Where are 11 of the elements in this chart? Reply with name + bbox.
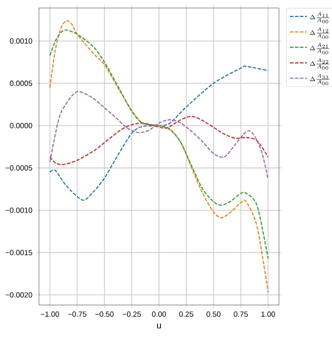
line-series — [49, 116, 269, 166]
legend-label: $\Delta\frac{A_{21}}{A_{00}}$ — [310, 42, 330, 54]
line-series — [49, 66, 269, 201]
legend-label: $\Delta\frac{A_{12}}{A_{00}}$ — [310, 27, 330, 39]
legend-label: $\Delta\frac{A_{22}}{A_{00}}$ — [310, 58, 330, 70]
legend-label: $\Delta\frac{A_{33}}{A_{00}}$ — [310, 74, 330, 86]
line-series — [49, 29, 269, 260]
x-axis-title: u — [157, 324, 161, 328]
line-series — [49, 20, 269, 293]
legend-label: $\Delta\frac{A_{11}}{A_{00}}$ — [310, 12, 330, 24]
line-series — [49, 91, 269, 180]
